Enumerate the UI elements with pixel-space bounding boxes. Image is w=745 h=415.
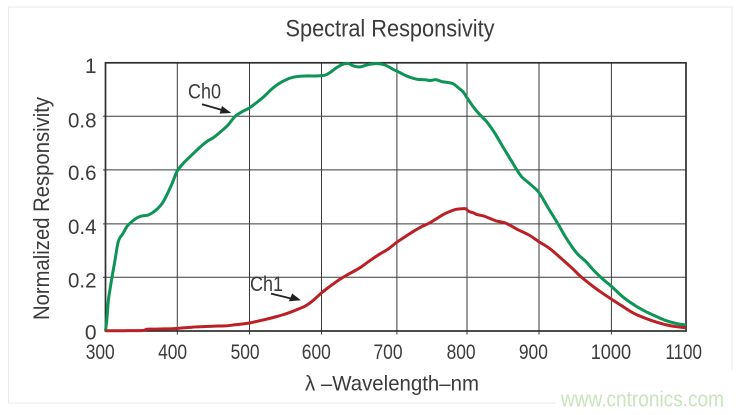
svg-text:www.cntronics.com: www.cntronics.com xyxy=(560,387,724,412)
svg-text:1: 1 xyxy=(85,55,97,78)
svg-text:0.6: 0.6 xyxy=(68,162,97,185)
svg-text:0: 0 xyxy=(85,321,97,344)
svg-text:Normalized Responsivity: Normalized Responsivity xyxy=(29,97,54,320)
svg-text:0.2: 0.2 xyxy=(68,269,97,292)
svg-text:600: 600 xyxy=(302,341,331,364)
svg-text:900: 900 xyxy=(519,341,548,364)
svg-text:1100: 1100 xyxy=(665,341,702,364)
svg-text:300: 300 xyxy=(86,341,115,364)
svg-text:1000: 1000 xyxy=(591,341,631,364)
svg-text:800: 800 xyxy=(447,341,476,364)
svg-text:0.4: 0.4 xyxy=(68,216,97,239)
svg-text:Ch0: Ch0 xyxy=(188,81,221,104)
svg-text:500: 500 xyxy=(231,341,260,364)
svg-text:Spectral Responsivity: Spectral Responsivity xyxy=(286,16,495,43)
svg-text:700: 700 xyxy=(374,341,403,364)
svg-text:0.8: 0.8 xyxy=(68,109,97,132)
svg-text:400: 400 xyxy=(158,341,187,364)
svg-text:Ch1: Ch1 xyxy=(250,273,283,296)
svg-text:λ –Wavelength–nm: λ –Wavelength–nm xyxy=(305,373,479,396)
